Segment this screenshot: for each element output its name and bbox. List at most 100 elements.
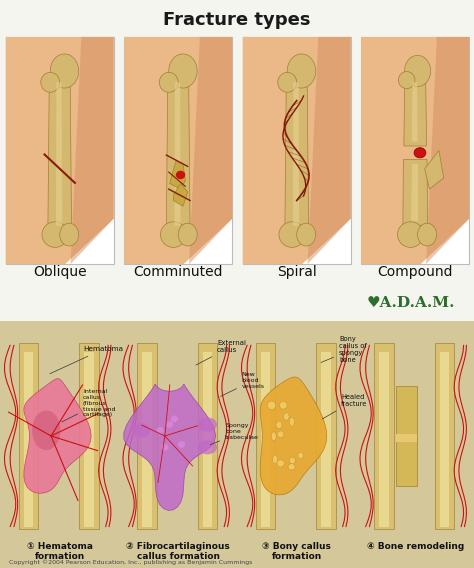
Bar: [396, 434, 417, 442]
Polygon shape: [71, 37, 114, 264]
Ellipse shape: [42, 222, 68, 247]
Bar: [6, 37, 114, 264]
Bar: [84, 352, 94, 527]
Ellipse shape: [414, 148, 426, 158]
Text: ② Fibrocartilaginous
callus formation: ② Fibrocartilaginous callus formation: [127, 542, 230, 561]
Polygon shape: [124, 384, 216, 511]
Polygon shape: [425, 151, 444, 189]
Bar: [321, 352, 331, 527]
Ellipse shape: [290, 457, 295, 464]
Text: Fracture types: Fracture types: [163, 11, 311, 29]
Polygon shape: [404, 78, 427, 146]
Bar: [198, 343, 217, 529]
Text: ④ Bone remodeling: ④ Bone remodeling: [366, 542, 464, 551]
Polygon shape: [403, 160, 428, 225]
Polygon shape: [166, 78, 190, 230]
Ellipse shape: [398, 72, 415, 89]
Polygon shape: [174, 82, 181, 225]
Ellipse shape: [288, 463, 295, 470]
Ellipse shape: [418, 223, 437, 246]
Text: Oblique: Oblique: [33, 265, 87, 279]
Ellipse shape: [41, 72, 60, 92]
Polygon shape: [56, 82, 62, 225]
Polygon shape: [6, 37, 114, 264]
Text: Healed
fracture: Healed fracture: [322, 394, 368, 419]
Bar: [261, 352, 270, 527]
Ellipse shape: [32, 410, 61, 450]
Text: New
blood
vessels: New blood vessels: [220, 372, 265, 396]
Text: Hematoma: Hematoma: [50, 346, 123, 374]
Ellipse shape: [176, 170, 185, 179]
Bar: [142, 352, 152, 527]
Ellipse shape: [298, 452, 303, 459]
Polygon shape: [260, 377, 327, 495]
Text: Spiral: Spiral: [277, 265, 317, 279]
Ellipse shape: [178, 441, 185, 448]
Ellipse shape: [171, 416, 178, 423]
Bar: [79, 343, 99, 529]
Ellipse shape: [160, 222, 186, 247]
Bar: [0, 321, 474, 568]
Ellipse shape: [166, 421, 173, 428]
Ellipse shape: [132, 423, 151, 437]
Ellipse shape: [277, 431, 284, 437]
Ellipse shape: [178, 223, 197, 246]
Ellipse shape: [156, 427, 164, 434]
Ellipse shape: [278, 72, 297, 92]
Bar: [124, 37, 232, 264]
Bar: [137, 343, 156, 529]
Text: Internal
callus
(fibrous
tissue and
cartilage): Internal callus (fibrous tissue and cart…: [62, 389, 116, 422]
Ellipse shape: [279, 222, 305, 247]
Bar: [202, 352, 212, 527]
Bar: [316, 343, 336, 529]
Ellipse shape: [273, 455, 277, 463]
Ellipse shape: [161, 444, 168, 451]
Polygon shape: [243, 37, 351, 264]
Bar: [374, 343, 393, 529]
Text: ③ Bony callus
formation: ③ Bony callus formation: [262, 542, 331, 561]
Text: ① Hematoma
formation: ① Hematoma formation: [27, 542, 93, 561]
Polygon shape: [361, 37, 469, 264]
Text: External
callus: External callus: [196, 340, 246, 365]
Text: Copyright ©2004 Pearson Education, Inc., publishing as Benjamin Cummings: Copyright ©2004 Pearson Education, Inc.,…: [9, 559, 253, 565]
Bar: [18, 343, 38, 529]
Bar: [255, 343, 275, 529]
Polygon shape: [124, 37, 232, 264]
Ellipse shape: [50, 54, 79, 88]
Polygon shape: [285, 78, 309, 230]
Ellipse shape: [397, 222, 424, 247]
Polygon shape: [24, 378, 91, 493]
Bar: [396, 386, 417, 486]
Ellipse shape: [271, 432, 276, 441]
Text: Spongy
bone
trabeculae: Spongy bone trabeculae: [210, 423, 259, 445]
Ellipse shape: [159, 72, 178, 92]
Ellipse shape: [280, 402, 287, 409]
Bar: [243, 37, 351, 264]
Polygon shape: [48, 78, 72, 230]
Polygon shape: [412, 82, 418, 141]
Polygon shape: [426, 37, 469, 264]
Ellipse shape: [297, 223, 316, 246]
Ellipse shape: [60, 223, 79, 246]
Ellipse shape: [404, 55, 430, 86]
Ellipse shape: [290, 417, 294, 426]
Ellipse shape: [277, 460, 284, 467]
Text: Compound: Compound: [377, 265, 453, 279]
Polygon shape: [173, 183, 188, 206]
Polygon shape: [308, 37, 351, 264]
Polygon shape: [189, 37, 232, 264]
Ellipse shape: [198, 417, 217, 432]
Text: Bony
callus of
spongy
bone: Bony callus of spongy bone: [321, 336, 367, 363]
Text: ♥A.D.A.M.: ♥A.D.A.M.: [366, 295, 455, 310]
Bar: [24, 352, 33, 527]
Ellipse shape: [276, 421, 282, 429]
Ellipse shape: [283, 413, 289, 420]
Ellipse shape: [287, 54, 316, 88]
Bar: [439, 352, 449, 527]
Polygon shape: [170, 161, 185, 189]
Ellipse shape: [267, 401, 276, 410]
Bar: [379, 352, 389, 527]
Bar: [435, 343, 454, 529]
Polygon shape: [293, 82, 299, 225]
Ellipse shape: [169, 54, 197, 88]
